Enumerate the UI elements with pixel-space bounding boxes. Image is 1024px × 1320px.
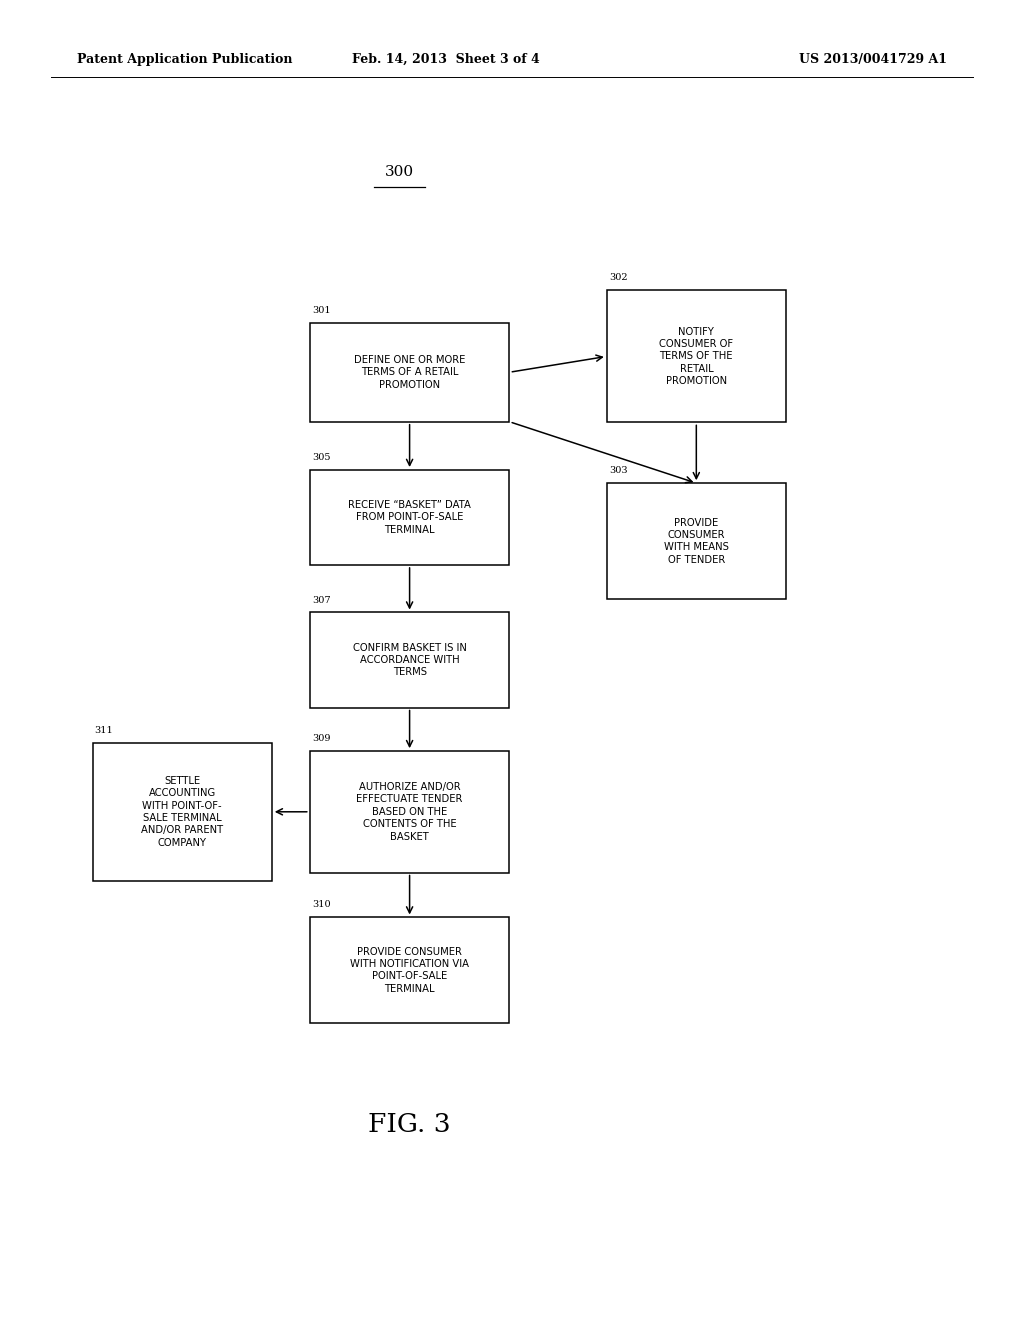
Text: Patent Application Publication: Patent Application Publication [77, 53, 292, 66]
Bar [92, 742, 271, 882]
Text: NOTIFY
CONSUMER OF
TERMS OF THE
RETAIL
PROMOTION: NOTIFY CONSUMER OF TERMS OF THE RETAIL P… [659, 326, 733, 387]
Text: CONFIRM BASKET IS IN
ACCORDANCE WITH
TERMS: CONFIRM BASKET IS IN ACCORDANCE WITH TER… [352, 643, 467, 677]
Bar [309, 470, 510, 565]
Bar [309, 917, 510, 1023]
Text: 305: 305 [311, 453, 331, 462]
Text: Feb. 14, 2013  Sheet 3 of 4: Feb. 14, 2013 Sheet 3 of 4 [351, 53, 540, 66]
Text: 300: 300 [385, 165, 414, 178]
Text: 309: 309 [311, 734, 331, 743]
Text: AUTHORIZE AND/OR
EFFECTUATE TENDER
BASED ON THE
CONTENTS OF THE
BASKET: AUTHORIZE AND/OR EFFECTUATE TENDER BASED… [356, 781, 463, 842]
Text: 311: 311 [94, 726, 114, 734]
Text: SETTLE
ACCOUNTING
WITH POINT-OF-
SALE TERMINAL
AND/OR PARENT
COMPANY: SETTLE ACCOUNTING WITH POINT-OF- SALE TE… [141, 776, 223, 847]
Text: US 2013/0041729 A1: US 2013/0041729 A1 [799, 53, 947, 66]
Text: 307: 307 [311, 595, 331, 605]
Text: 310: 310 [311, 900, 331, 909]
Text: 301: 301 [311, 306, 331, 315]
Bar [606, 290, 786, 422]
Text: RECEIVE “BASKET” DATA
FROM POINT-OF-SALE
TERMINAL: RECEIVE “BASKET” DATA FROM POINT-OF-SALE… [348, 500, 471, 535]
Text: 303: 303 [608, 466, 628, 475]
Text: DEFINE ONE OR MORE
TERMS OF A RETAIL
PROMOTION: DEFINE ONE OR MORE TERMS OF A RETAIL PRO… [354, 355, 465, 389]
Bar [606, 483, 786, 599]
Text: PROVIDE
CONSUMER
WITH MEANS
OF TENDER: PROVIDE CONSUMER WITH MEANS OF TENDER [664, 517, 729, 565]
Bar [309, 751, 510, 873]
Bar [309, 612, 510, 708]
Text: FIG. 3: FIG. 3 [369, 1113, 451, 1137]
Text: PROVIDE CONSUMER
WITH NOTIFICATION VIA
POINT-OF-SALE
TERMINAL: PROVIDE CONSUMER WITH NOTIFICATION VIA P… [350, 946, 469, 994]
Text: 302: 302 [608, 273, 628, 282]
Bar [309, 323, 510, 422]
